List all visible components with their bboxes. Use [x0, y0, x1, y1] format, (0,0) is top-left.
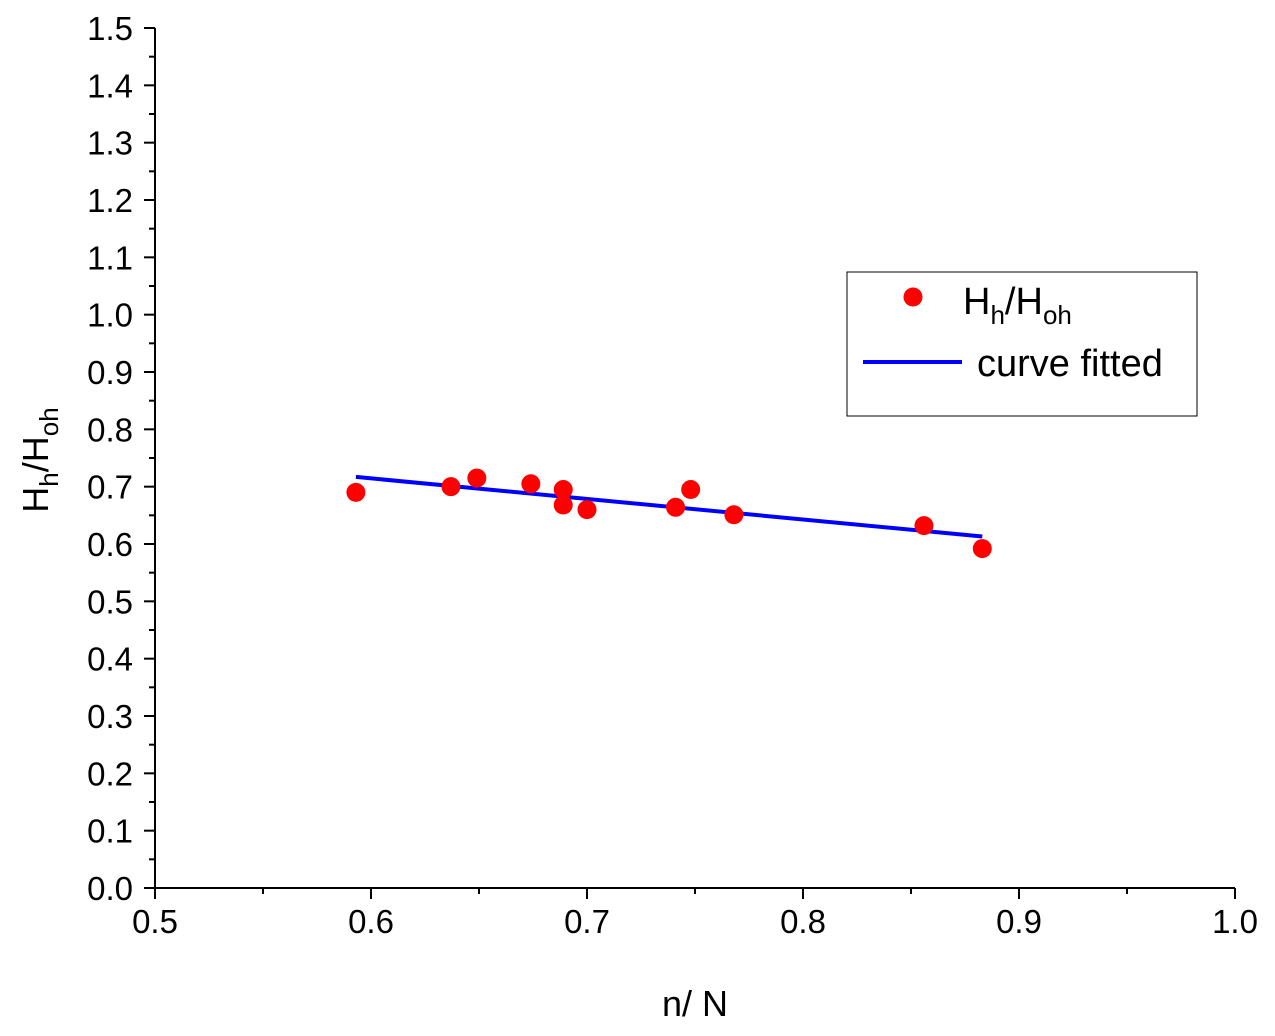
- data-point: [681, 480, 701, 500]
- x-axis-title: n/ N: [662, 983, 728, 1024]
- data-point: [521, 474, 541, 494]
- y-tick-label: 0.1: [87, 813, 133, 850]
- data-point: [467, 468, 487, 488]
- y-tick-label: 1.4: [87, 67, 133, 104]
- data-point: [724, 505, 744, 525]
- y-tick-label: 1.2: [87, 182, 133, 219]
- x-tick-label: 1.0: [1212, 903, 1258, 940]
- legend-marker-scatter: [903, 287, 923, 307]
- data-point: [914, 516, 934, 536]
- data-point: [346, 482, 366, 502]
- data-point: [553, 480, 573, 500]
- y-tick-label: 0.6: [87, 526, 133, 563]
- x-tick-label: 0.8: [780, 903, 826, 940]
- y-tick-label: 0.0: [87, 870, 133, 907]
- data-point: [972, 539, 992, 559]
- y-tick-label: 1.0: [87, 297, 133, 334]
- y-tick-label: 0.7: [87, 469, 133, 506]
- data-point: [666, 497, 686, 517]
- x-tick-label: 0.7: [564, 903, 610, 940]
- y-tick-label: 1.3: [87, 125, 133, 162]
- data-point: [441, 477, 461, 497]
- x-tick-label: 0.5: [132, 903, 178, 940]
- y-tick-label: 0.8: [87, 411, 133, 448]
- plot-area: [346, 468, 992, 559]
- y-tick-label: 0.2: [87, 755, 133, 792]
- y-tick-label: 0.5: [87, 583, 133, 620]
- y-tick-label: 1.5: [87, 10, 133, 47]
- legend-label-line: curve fitted: [977, 343, 1163, 385]
- legend: Hh/Hoh curve fitted: [846, 271, 1198, 417]
- data-point: [577, 500, 597, 520]
- y-tick-label: 0.9: [87, 354, 133, 391]
- y-tick-label: 0.4: [87, 641, 133, 678]
- y-tick-label: 0.3: [87, 698, 133, 735]
- y-tick-label: 1.1: [87, 239, 133, 276]
- x-tick-label: 0.6: [348, 903, 394, 940]
- x-tick-label: 0.9: [996, 903, 1042, 940]
- data-point: [553, 495, 573, 515]
- axes: 0.5 0.6 0.7 0.8 0.9 1.0 0.0 0.1 0.2 0.3 0.4 0.5 0.6 0…: [87, 10, 1258, 940]
- y-axis-title: Hh/Hoh: [15, 407, 64, 512]
- legend-label-scatter: Hh/Hoh: [963, 281, 1072, 330]
